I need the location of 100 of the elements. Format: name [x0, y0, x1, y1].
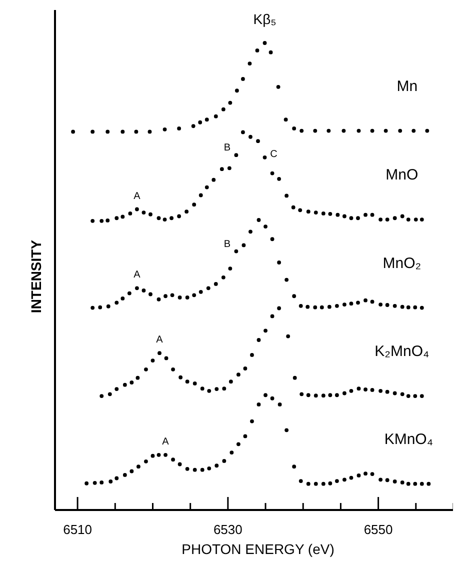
point [158, 351, 162, 356]
point [342, 128, 346, 133]
point [234, 88, 239, 93]
point [171, 458, 175, 462]
point [413, 482, 418, 486]
point [222, 386, 226, 391]
point [136, 464, 140, 469]
point [392, 216, 397, 220]
point [277, 176, 282, 181]
point [156, 216, 161, 220]
point [150, 454, 155, 458]
annotation: C [270, 148, 278, 160]
point [250, 419, 254, 424]
point [326, 128, 331, 133]
point [144, 459, 148, 464]
point [400, 392, 404, 396]
point [106, 130, 110, 134]
point [364, 298, 368, 302]
point [256, 218, 261, 222]
point [262, 155, 267, 160]
point [425, 128, 430, 133]
point [148, 212, 152, 216]
point [413, 305, 418, 310]
point [100, 218, 104, 223]
annotation: A [134, 190, 141, 202]
annotation: A [134, 270, 141, 281]
point [378, 388, 383, 393]
point [178, 296, 182, 300]
point [412, 128, 416, 133]
text: Mn [396, 78, 418, 95]
point [270, 237, 274, 242]
point [349, 216, 354, 220]
annotation: Kβ₅ [253, 10, 276, 27]
point [100, 480, 104, 484]
point [144, 367, 148, 372]
point [300, 128, 304, 133]
point [220, 167, 224, 172]
point [248, 62, 252, 66]
point [162, 127, 167, 132]
point [108, 480, 113, 484]
point [342, 214, 346, 218]
point [406, 482, 410, 486]
point [150, 358, 155, 363]
point [284, 278, 289, 282]
point [120, 214, 125, 219]
point [298, 208, 302, 212]
point [178, 375, 183, 380]
annotation: A [156, 334, 164, 346]
point [164, 356, 168, 360]
point [243, 366, 248, 370]
point [236, 372, 240, 377]
point [268, 50, 273, 54]
point [127, 291, 132, 296]
series-label: KMnO₄ [384, 430, 433, 448]
point [90, 218, 95, 223]
point [198, 120, 202, 124]
point [177, 214, 182, 218]
point [300, 392, 304, 396]
point [420, 482, 424, 486]
point [92, 480, 97, 485]
point [234, 249, 238, 254]
point [177, 126, 182, 130]
point [334, 304, 339, 308]
point [148, 130, 152, 134]
point [400, 214, 404, 218]
point [84, 481, 89, 486]
point [90, 306, 95, 310]
point [227, 166, 232, 170]
point [321, 394, 326, 398]
point [420, 218, 424, 222]
point [200, 468, 204, 472]
point [327, 304, 332, 309]
point [256, 402, 261, 406]
point [122, 473, 127, 477]
point [221, 107, 226, 112]
point [71, 130, 75, 134]
point [171, 367, 175, 372]
point [214, 114, 218, 118]
point [148, 292, 152, 296]
point [198, 290, 203, 294]
point [356, 216, 360, 220]
point [212, 178, 216, 182]
point [314, 210, 318, 214]
point [328, 393, 332, 398]
point [349, 476, 354, 480]
point [356, 300, 360, 305]
point [321, 212, 326, 216]
point [164, 452, 168, 457]
point [185, 466, 190, 471]
point [420, 394, 424, 398]
point [328, 212, 332, 216]
point [185, 380, 190, 384]
annotation: B [224, 238, 231, 250]
point [414, 218, 418, 222]
point [284, 118, 288, 122]
point [178, 462, 182, 466]
point [264, 224, 268, 228]
point [298, 304, 303, 308]
point [191, 124, 196, 128]
point [114, 216, 119, 220]
